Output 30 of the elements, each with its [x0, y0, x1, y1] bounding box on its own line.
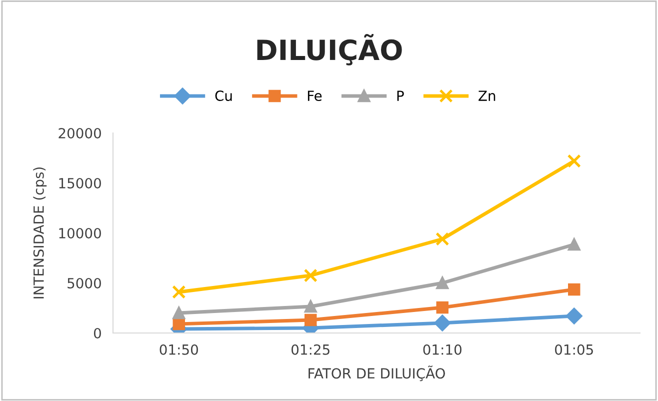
legend-label: P — [397, 90, 404, 101]
y-tick-label: 10000 — [59, 228, 101, 238]
point — [436, 301, 448, 314]
legend-label: Cu — [215, 90, 232, 102]
point — [304, 300, 317, 313]
legend-label: Zn — [478, 90, 496, 101]
y-axis-title: INTENSIDADE (cps) — [33, 167, 47, 298]
point — [172, 318, 185, 330]
y-tick-label: 0 — [94, 328, 101, 338]
point — [567, 154, 581, 168]
point — [566, 308, 582, 324]
y-tick-label: 15000 — [59, 178, 101, 188]
point — [436, 276, 448, 290]
point — [304, 314, 317, 326]
point — [436, 232, 450, 246]
point — [172, 306, 185, 320]
x-tick-label: 01:10 — [423, 344, 462, 355]
point — [172, 285, 186, 299]
legend-label: Fe — [308, 90, 322, 102]
point — [304, 268, 318, 282]
x-axis-title: FATOR DE DILUIÇÃO — [308, 366, 445, 382]
chart-title: DILUIÇÃO — [257, 34, 402, 66]
point — [434, 314, 450, 332]
point — [568, 238, 580, 251]
x-tick-label: 01:25 — [292, 344, 330, 355]
y-tick-label: 5000 — [68, 278, 101, 288]
x-tick-label: 01:50 — [160, 344, 198, 355]
y-tick-label: 20000 — [58, 128, 101, 138]
x-tick-label: 01:05 — [555, 344, 593, 355]
point — [568, 283, 580, 296]
